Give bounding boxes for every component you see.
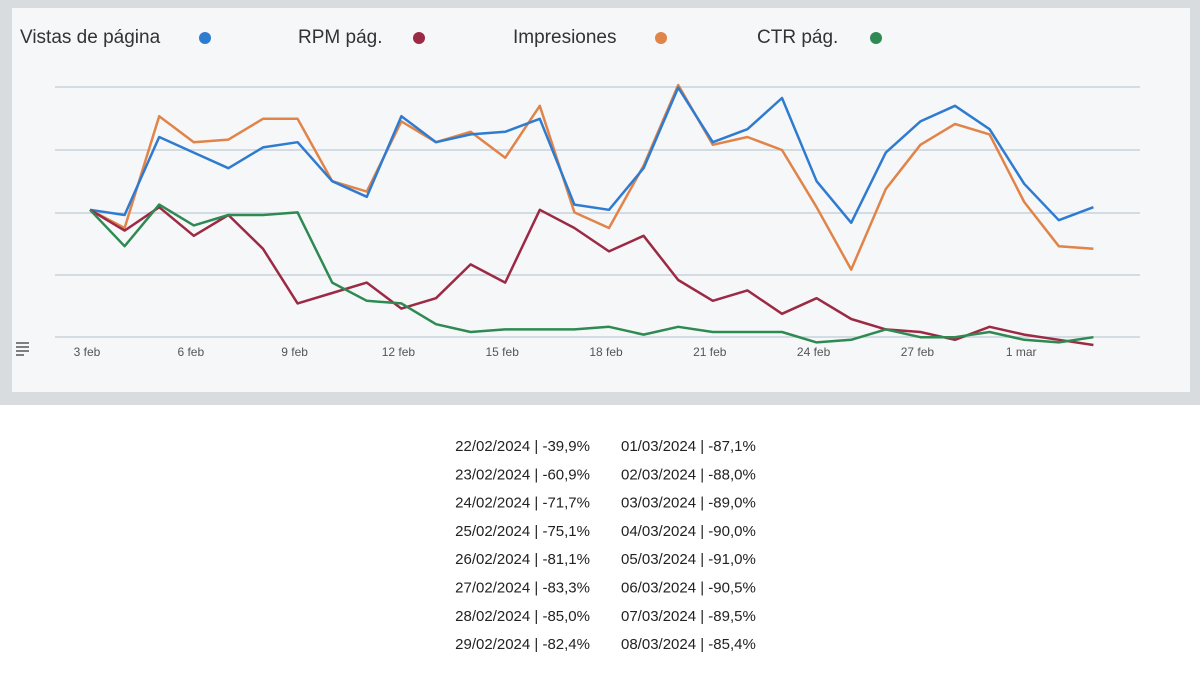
x-tick-label: 24 feb	[797, 345, 831, 359]
table-cell: 03/03/2024 | -89,0%	[621, 495, 756, 512]
table-cell: 26/02/2024 | -81,1%	[455, 551, 590, 568]
legend-marker	[413, 32, 425, 44]
x-tick-label: 12 feb	[382, 345, 416, 359]
table-cell: 06/03/2024 | -90,5%	[621, 579, 756, 596]
chart-panel	[12, 8, 1190, 392]
table-cell: 01/03/2024 | -87,1%	[621, 438, 756, 455]
table-cell: 27/02/2024 | -83,3%	[455, 579, 590, 596]
x-tick-label: 18 feb	[589, 345, 623, 359]
table-cell: 23/02/2024 | -60,9%	[455, 466, 590, 483]
x-tick-label: 3 feb	[74, 345, 101, 359]
legend-label: RPM pág.	[298, 27, 382, 48]
x-tick-label: 1 mar	[1006, 345, 1037, 359]
table-cell: 08/03/2024 | -85,4%	[621, 636, 756, 653]
x-tick-label: 9 feb	[281, 345, 308, 359]
menu-icon[interactable]	[16, 342, 29, 356]
table-cell: 02/03/2024 | -88,0%	[621, 466, 756, 483]
legend-label: Vistas de página	[20, 27, 161, 48]
legend-marker	[655, 32, 667, 44]
table-cell: 04/03/2024 | -90,0%	[621, 523, 756, 540]
x-tick-label: 27 feb	[901, 345, 935, 359]
series-line	[89, 203, 1094, 344]
grid	[55, 86, 1140, 338]
series-line	[89, 205, 1094, 347]
table-cell: 25/02/2024 | -75,1%	[455, 523, 590, 540]
x-tick-label: 15 feb	[486, 345, 520, 359]
table-cell: 29/02/2024 | -82,4%	[455, 636, 590, 653]
table-cell: 05/03/2024 | -91,0%	[621, 551, 756, 568]
series-line	[89, 83, 1094, 271]
series-line	[89, 86, 1094, 225]
table-cell: 24/02/2024 | -71,7%	[455, 495, 590, 512]
legend-marker	[870, 32, 882, 44]
x-tick-label: 6 feb	[177, 345, 204, 359]
table-cell: 28/02/2024 | -85,0%	[455, 608, 590, 625]
table-cell: 22/02/2024 | -39,9%	[455, 438, 590, 455]
legend-marker	[199, 32, 211, 44]
table-cell: 07/03/2024 | -89,5%	[621, 608, 756, 625]
legend-label: Impresiones	[513, 27, 617, 48]
x-tick-label: 21 feb	[693, 345, 727, 359]
legend-label: CTR pág.	[757, 27, 838, 48]
